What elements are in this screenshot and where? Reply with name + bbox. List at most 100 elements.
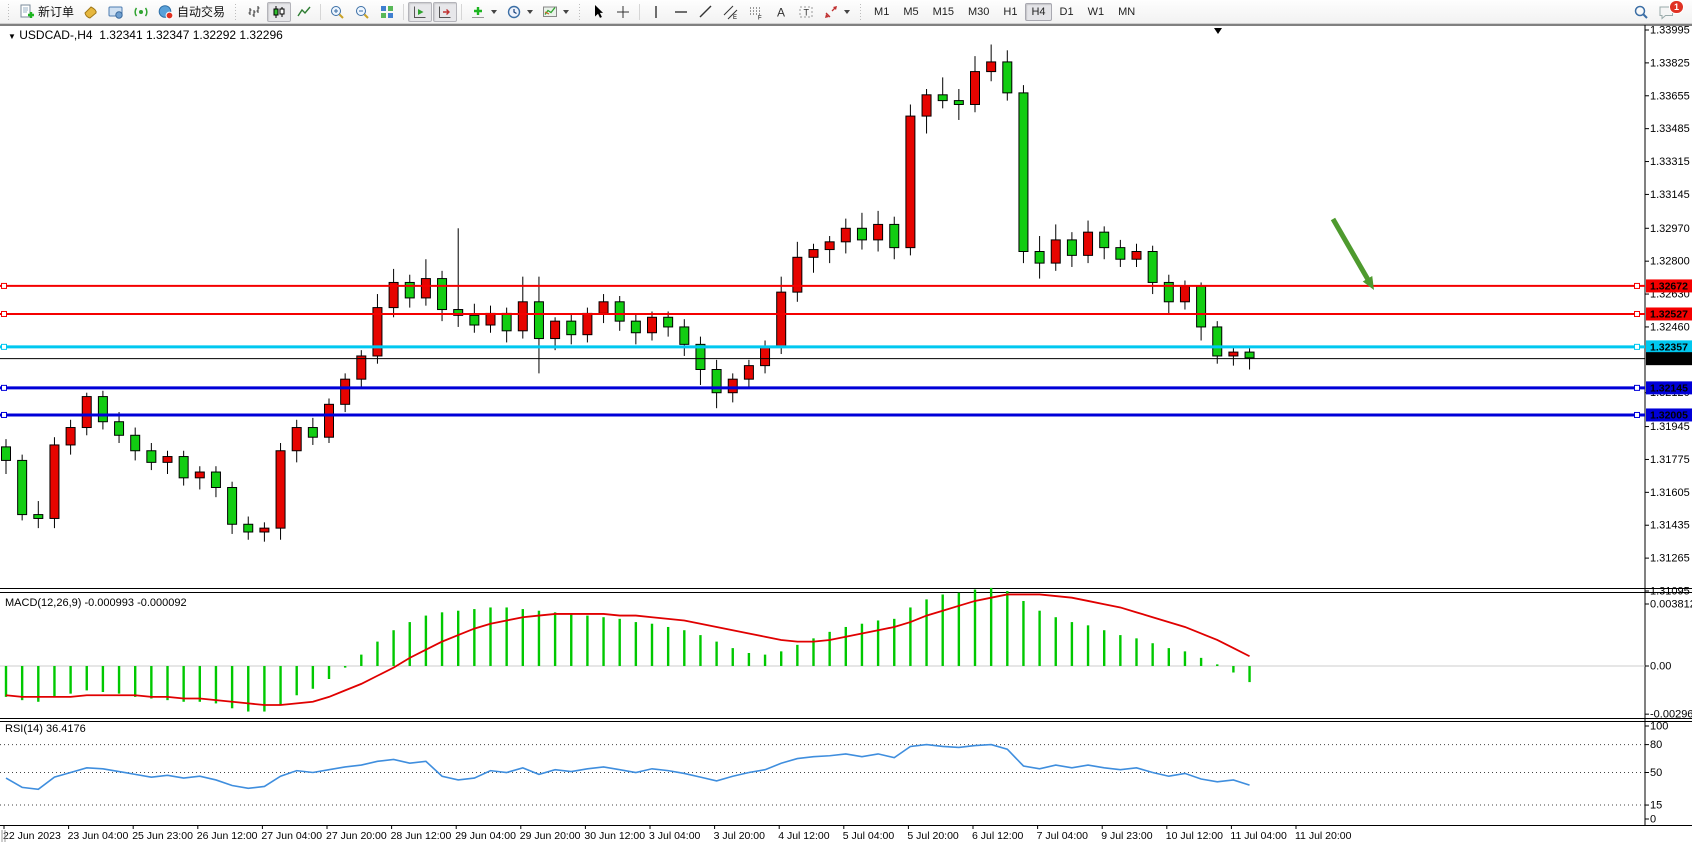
chart-canvas[interactable]: 1.33995 1.33825 1.33655 1.33485 1.33315 1.331…: [0, 24, 1692, 848]
svg-text:6 Jul 12:00: 6 Jul 12:00: [972, 830, 1024, 842]
chat-button[interactable]: 1: [1654, 0, 1684, 22]
signals-icon: [134, 7, 148, 16]
trend-arrow[interactable]: [1330, 217, 1374, 290]
toolbar-grip: [577, 3, 583, 20]
fibonacci-icon: F: [750, 7, 763, 20]
indicators-button[interactable]: [466, 2, 501, 22]
vertical-line-tool-button[interactable]: [644, 2, 668, 22]
svg-text:50: 50: [1650, 767, 1662, 779]
bar-chart-mode-button[interactable]: [242, 2, 266, 22]
resistance-line-1-price-tag: [1646, 279, 1692, 293]
svg-text:1.33825: 1.33825: [1650, 57, 1690, 69]
toolbar-separator: [461, 3, 463, 20]
timeframe-m15[interactable]: M15: [932, 5, 954, 18]
chart-shift-button[interactable]: [433, 1, 458, 22]
support-line-blue-1-handle[interactable]: [1634, 384, 1640, 391]
new-order-button[interactable]: 新订单: [15, 2, 78, 22]
svg-text:1.31095: 1.31095: [1650, 585, 1690, 597]
svg-text:1.33485: 1.33485: [1650, 123, 1690, 135]
equidistant-channel-icon: E: [723, 5, 738, 20]
support-line-cyan-price-tag: [1646, 340, 1692, 354]
horizontal-line-tool-button[interactable]: [669, 2, 693, 22]
tile-windows-button[interactable]: [375, 2, 399, 22]
trendline-tool-button[interactable]: [694, 2, 718, 22]
svg-text:1.31265: 1.31265: [1650, 553, 1690, 565]
toolbar-separator: [403, 3, 405, 20]
svg-text:1.32460: 1.32460: [1650, 321, 1690, 333]
svg-text:5 Jul 04:00: 5 Jul 04:00: [843, 830, 895, 842]
zoom-in-button[interactable]: [325, 2, 349, 22]
candlestick-mode-button[interactable]: [267, 1, 292, 22]
svg-text:0.00: 0.00: [1650, 661, 1671, 673]
timeframe-m30[interactable]: M30: [968, 5, 990, 18]
data-window-icon: [108, 6, 123, 19]
symbol-dropdown-icon[interactable]: ▼: [8, 32, 16, 41]
svg-text:1.31605: 1.31605: [1650, 487, 1690, 499]
svg-text:1.33315: 1.33315: [1650, 156, 1690, 168]
timeframe-w1[interactable]: W1: [1087, 5, 1105, 18]
channel-tool-button[interactable]: E: [719, 2, 743, 22]
timeframe-m5[interactable]: M5: [903, 5, 919, 18]
svg-text:1.33145: 1.33145: [1650, 189, 1690, 201]
autotrade-button[interactable]: 自动交易: [154, 2, 229, 22]
search-button[interactable]: [1629, 2, 1653, 22]
data-window-button[interactable]: [104, 2, 128, 22]
dropdown-caret-icon: [844, 9, 851, 14]
timeframe-d1[interactable]: D1: [1059, 5, 1074, 18]
timeframe-mn[interactable]: MN: [1118, 5, 1136, 18]
zoom-out-button[interactable]: [350, 2, 374, 22]
market-watch-button[interactable]: [79, 2, 103, 22]
crosshair-tool-button[interactable]: [611, 2, 635, 22]
resistance-line-2-handle[interactable]: [1634, 310, 1640, 317]
support-line-cyan-handle[interactable]: [1634, 343, 1640, 350]
svg-text:1.32357: 1.32357: [1650, 341, 1688, 353]
timeframe-h4[interactable]: H4: [1025, 2, 1052, 21]
support-line-blue-2-handle[interactable]: [1634, 411, 1640, 418]
support-line-blue-1-handle[interactable]: [1, 384, 7, 391]
resistance-line-1-handle[interactable]: [1, 282, 7, 289]
svg-text:1.31775: 1.31775: [1650, 454, 1690, 466]
signals-button[interactable]: [129, 2, 153, 22]
bar-chart-icon: [248, 5, 260, 17]
timeframe-h1[interactable]: H1: [1003, 5, 1018, 18]
arrow-objects-icon: [825, 5, 838, 18]
support-line-blue-2-handle[interactable]: [1, 411, 7, 418]
svg-text:23 Jun 04:00: 23 Jun 04:00: [68, 830, 129, 842]
svg-text:1.32145: 1.32145: [1650, 382, 1688, 394]
dropdown-caret-icon: [563, 9, 570, 14]
timeframe-m1[interactable]: M1: [874, 5, 890, 18]
cursor-tool-button[interactable]: [586, 2, 610, 22]
current-price-line-price-tag: [1646, 352, 1692, 366]
svg-text:5 Jul 20:00: 5 Jul 20:00: [907, 830, 959, 842]
text-label-tool-button[interactable]: T: [794, 2, 818, 22]
rsi-pane: 100 80 50 15 0: [0, 721, 1668, 826]
line-chart-mode-button[interactable]: [292, 2, 316, 22]
svg-text:3 Jul 04:00: 3 Jul 04:00: [649, 830, 701, 842]
svg-text:0: 0: [1650, 814, 1656, 826]
svg-text:1.32005: 1.32005: [1650, 409, 1688, 421]
timeframe-group: M1 M5 M15 M30 H1 H4 D1 W1 MN: [867, 2, 1142, 21]
resistance-line-2-price-tag: [1646, 307, 1692, 321]
dropdown-caret-icon: [527, 9, 534, 14]
text-tool-button[interactable]: A: [769, 2, 793, 22]
cursor-icon: [595, 4, 604, 18]
auto-scroll-button[interactable]: [408, 1, 433, 22]
svg-text:25 Jun 23:00: 25 Jun 23:00: [132, 830, 193, 842]
support-line-blue-1-price-tag: [1646, 381, 1692, 395]
resistance-line-1-handle[interactable]: [1634, 282, 1640, 289]
svg-text:1.33655: 1.33655: [1650, 90, 1690, 102]
arrows-tool-button[interactable]: [819, 2, 854, 22]
trendline-icon: [699, 5, 712, 17]
svg-text:1.32672: 1.32672: [1650, 280, 1688, 292]
support-line-cyan-handle[interactable]: [1, 343, 7, 350]
fibonacci-tool-button[interactable]: F: [744, 2, 768, 22]
svg-text:27 Jun 04:00: 27 Jun 04:00: [261, 830, 322, 842]
candlestick-icon: [273, 5, 285, 18]
resistance-line-2-handle[interactable]: [1, 310, 7, 317]
templates-button[interactable]: [538, 2, 573, 22]
periods-button[interactable]: [502, 2, 537, 22]
svg-text:10 Jul 12:00: 10 Jul 12:00: [1166, 830, 1223, 842]
text-tool-icon: A: [777, 5, 785, 19]
